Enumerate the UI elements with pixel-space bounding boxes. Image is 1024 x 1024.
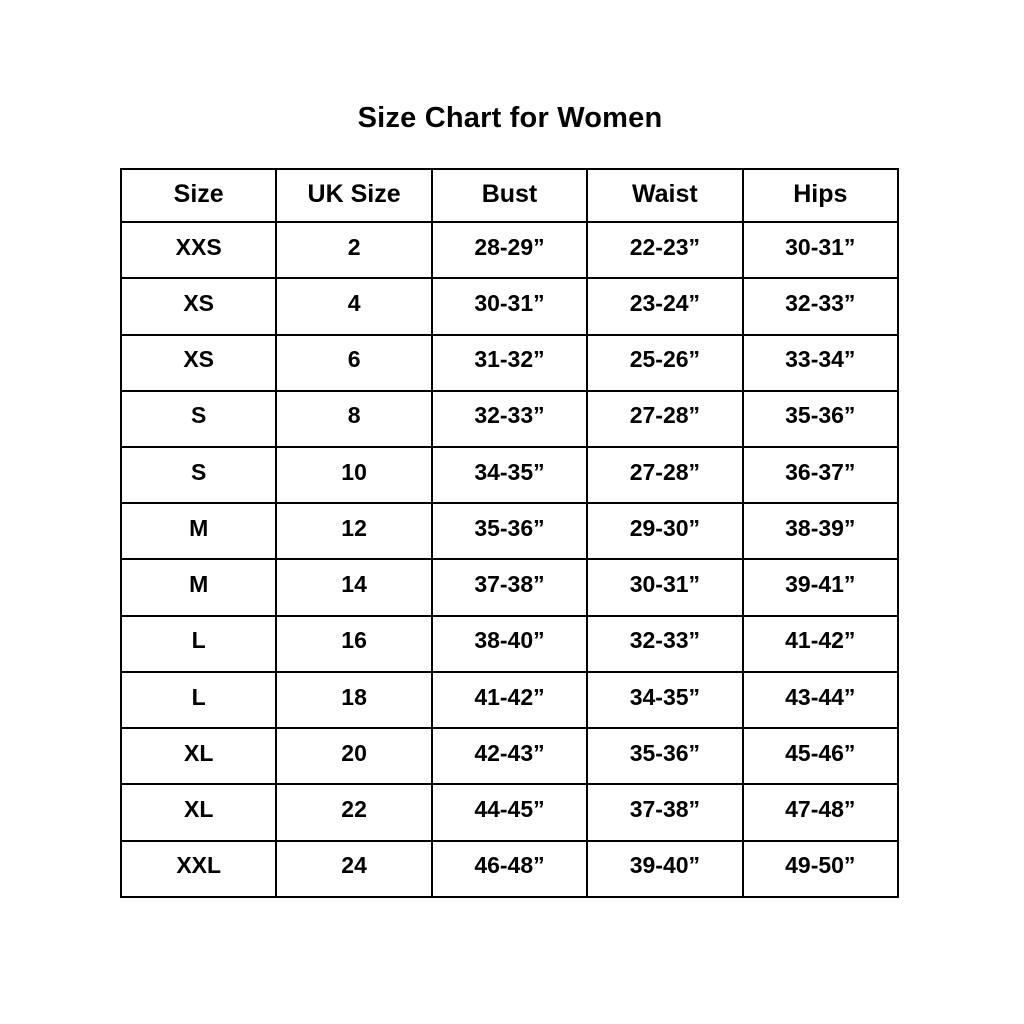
table-row: XXL 24 46-48” 39-40” 49-50”	[119, 839, 900, 899]
table-row: M 14 37-38” 30-31” 39-41”	[119, 558, 900, 617]
table-cell: 30-31”	[741, 221, 900, 280]
table-cell: 32-33”	[430, 389, 589, 448]
table-cell: 49-50”	[741, 839, 900, 899]
table-cell: XL	[119, 783, 278, 842]
table-row: XL 22 44-45” 37-38” 47-48”	[119, 783, 900, 842]
table-cell: 37-38”	[430, 558, 589, 617]
column-header-uk-size: UK Size	[275, 167, 433, 224]
table-cell: 37-38”	[586, 783, 744, 842]
table-cell: XS	[119, 277, 278, 336]
table-cell: 32-33”	[741, 277, 900, 336]
size-chart-table: Size UK Size Bust Waist Hips XXS 2 28-29” 22-23”…	[119, 167, 900, 899]
table-cell: 32-33”	[586, 614, 744, 673]
table-cell: 34-35”	[586, 670, 744, 730]
table-cell: M	[119, 558, 278, 617]
header-row: Size UK Size Bust Waist Hips	[119, 167, 900, 224]
table-cell: 20	[275, 727, 433, 786]
table-cell: 18	[275, 670, 433, 730]
table-cell: 30-31”	[430, 277, 589, 336]
table-cell: 33-34”	[741, 333, 900, 392]
table-cell: XXS	[119, 221, 278, 280]
table-cell: 47-48”	[741, 783, 900, 842]
table-cell: 12	[275, 502, 433, 561]
table-cell: 45-46”	[741, 727, 900, 786]
table-cell: 31-32”	[430, 333, 589, 392]
table-cell: L	[119, 670, 278, 730]
table-cell: S	[119, 389, 278, 448]
table-cell: L	[119, 614, 278, 673]
table-cell: S	[119, 445, 278, 505]
table-row: XS 4 30-31” 23-24” 32-33”	[119, 277, 900, 336]
table-cell: 39-41”	[741, 558, 900, 617]
table-cell: 30-31”	[586, 558, 744, 617]
table-row: XL 20 42-43” 35-36” 45-46”	[119, 727, 900, 786]
table-cell: 8	[275, 389, 433, 448]
table-row: XXS 2 28-29” 22-23” 30-31”	[119, 221, 900, 280]
table-row: XS 6 31-32” 25-26” 33-34”	[119, 333, 900, 392]
table-row: L 18 41-42” 34-35” 43-44”	[119, 670, 900, 730]
table-cell: 46-48”	[430, 839, 589, 899]
column-header-bust: Bust	[430, 167, 589, 224]
table-cell: 14	[275, 558, 433, 617]
table-cell: XXL	[119, 839, 278, 899]
page-title: Size Chart for Women	[357, 102, 663, 134]
table-cell: 23-24”	[586, 277, 744, 336]
table-cell: 22	[275, 783, 433, 842]
table-cell: 29-30”	[586, 502, 744, 561]
table-cell: 36-37”	[741, 445, 900, 505]
table-cell: 16	[275, 614, 433, 673]
table-cell: 39-40”	[586, 839, 744, 899]
table-cell: 35-36”	[741, 389, 900, 448]
table-cell: 27-28”	[586, 389, 744, 448]
table-cell: 35-36”	[430, 502, 589, 561]
table-cell: 25-26”	[586, 333, 744, 392]
column-header-size: Size	[119, 167, 278, 224]
table-cell: 41-42”	[741, 614, 900, 673]
table-cell: 24	[275, 839, 433, 899]
column-header-waist: Waist	[586, 167, 744, 224]
table-cell: 22-23”	[586, 221, 744, 280]
table-cell: 38-39”	[741, 502, 900, 561]
table-cell: 42-43”	[430, 727, 589, 786]
table-cell: 27-28”	[586, 445, 744, 505]
table-cell: 6	[275, 333, 433, 392]
table-cell: 43-44”	[741, 670, 900, 730]
table-cell: 34-35”	[430, 445, 589, 505]
table-cell: 2	[275, 221, 433, 280]
table-cell: 10	[275, 445, 433, 505]
table-cell: XL	[119, 727, 278, 786]
table-cell: 35-36”	[586, 727, 744, 786]
table-cell: 41-42”	[430, 670, 589, 730]
table-cell: 28-29”	[430, 221, 589, 280]
table-row: S 10 34-35” 27-28” 36-37”	[119, 445, 900, 505]
table-cell: 44-45”	[430, 783, 589, 842]
table-cell: 4	[275, 277, 433, 336]
column-header-hips: Hips	[741, 167, 900, 224]
table-row: M 12 35-36” 29-30” 38-39”	[119, 502, 900, 561]
table-row: S 8 32-33” 27-28” 35-36”	[119, 389, 900, 448]
table-cell: 38-40”	[430, 614, 589, 673]
table-cell: XS	[119, 333, 278, 392]
table-row: L 16 38-40” 32-33” 41-42”	[119, 614, 900, 673]
table-cell: M	[119, 502, 278, 561]
